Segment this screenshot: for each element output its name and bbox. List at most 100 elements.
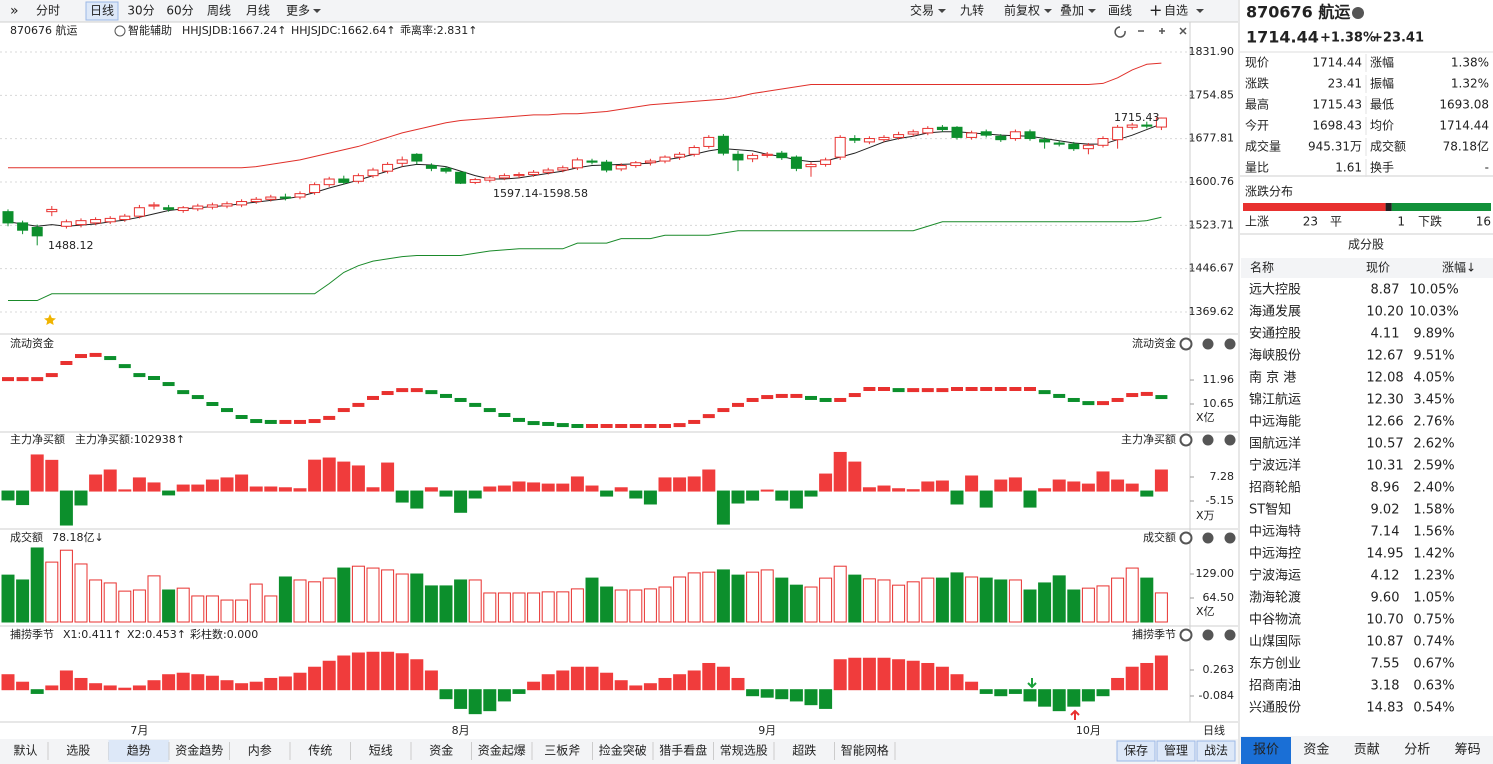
bottom-tab[interactable]: 捡金突破 xyxy=(599,743,647,758)
y-tick-label: 1754.85 xyxy=(1189,88,1235,101)
toolbar-tab[interactable]: 更多 xyxy=(286,4,310,18)
assist-icon[interactable] xyxy=(114,25,126,37)
stock-name[interactable]: 南 京 港 xyxy=(1249,370,1296,386)
stock-name[interactable]: 海峡股份 xyxy=(1249,349,1301,364)
toolbar-button[interactable]: 画线 xyxy=(1108,4,1132,18)
bottom-tab[interactable]: 智能网格 xyxy=(841,743,889,758)
close-icon[interactable] xyxy=(1224,434,1236,446)
close-icon[interactable] xyxy=(1224,338,1236,350)
toolbar-button[interactable]: 自选 xyxy=(1164,4,1188,18)
stock-name[interactable]: 招商南油 xyxy=(1249,678,1301,694)
collapse-icon[interactable]: » xyxy=(10,3,19,19)
toolbar-button[interactable]: 叠加 xyxy=(1060,4,1084,18)
bottom-tab[interactable]: 超跌 xyxy=(792,743,816,758)
bar xyxy=(760,489,774,492)
bar xyxy=(497,592,511,623)
action-button[interactable]: 战法 xyxy=(1204,744,1228,758)
help-icon[interactable] xyxy=(1202,434,1214,446)
toolbar-tab[interactable]: 月线 xyxy=(246,4,270,18)
stock-name[interactable]: 中远海能 xyxy=(1249,415,1301,430)
side-tab[interactable]: 分析 xyxy=(1404,743,1430,758)
stock-name[interactable]: 海通发展 xyxy=(1249,304,1301,320)
stock-name[interactable]: 山煤国际 xyxy=(1249,635,1301,650)
stock-name[interactable]: 锦江航运 xyxy=(1249,392,1301,408)
stock-name[interactable]: 中谷物流 xyxy=(1249,613,1301,628)
side-tab[interactable]: 资金 xyxy=(1303,742,1329,758)
bottom-tab[interactable]: 资金 xyxy=(429,743,453,758)
side-tab[interactable]: 筹码 xyxy=(1455,742,1481,758)
bar xyxy=(351,465,365,492)
bottom-tab[interactable]: 资金起爆 xyxy=(478,743,526,758)
toolbar-button[interactable]: 交易 xyxy=(910,3,934,18)
bar xyxy=(89,474,103,492)
table-header[interactable]: 涨幅↓ xyxy=(1442,260,1476,275)
assist-label[interactable]: 智能辅助 xyxy=(128,23,172,37)
bottom-tab[interactable]: 选股 xyxy=(66,744,90,758)
action-bg[interactable] xyxy=(1156,740,1196,762)
bottom-tab[interactable]: 内参 xyxy=(248,743,272,758)
toolbar-tab[interactable]: 60分 xyxy=(166,4,193,18)
side-tab[interactable]: 报价 xyxy=(1253,743,1279,758)
distribution-count: 1 xyxy=(1397,215,1405,229)
stock-name[interactable]: 国航远洋 xyxy=(1249,436,1301,452)
stock-name[interactable]: 安通控股 xyxy=(1249,327,1301,342)
toolbar-tab[interactable]: 日线 xyxy=(90,4,114,18)
bottom-tab[interactable]: 三板斧 xyxy=(544,744,580,758)
bar xyxy=(541,483,555,492)
action-button[interactable]: 保存 xyxy=(1124,744,1148,758)
stock-name[interactable]: 中远海特 xyxy=(1249,525,1301,540)
help-icon[interactable] xyxy=(1202,338,1214,350)
stock-name[interactable]: 远大控股 xyxy=(1249,283,1301,298)
toolbar-tab[interactable]: 周线 xyxy=(207,4,231,18)
stock-name[interactable]: 东方创业 xyxy=(1249,656,1301,672)
bottom-tab[interactable]: 短线 xyxy=(369,744,393,758)
bar xyxy=(1096,689,1110,697)
bar xyxy=(819,473,833,492)
close-icon[interactable] xyxy=(1224,629,1236,641)
bottom-tab[interactable]: 默认 xyxy=(13,743,37,758)
settings-icon[interactable] xyxy=(1179,337,1193,351)
bottom-tab[interactable]: 资金趋势 xyxy=(175,743,223,758)
settings-icon[interactable] xyxy=(1179,531,1193,545)
stock-price: 12.30 xyxy=(1366,393,1403,408)
stock-name[interactable]: ST智知 xyxy=(1249,502,1291,518)
chart-tool-icon[interactable] xyxy=(1179,27,1187,35)
quote-label: 成交额 xyxy=(1370,139,1406,154)
action-button[interactable]: 管理 xyxy=(1164,743,1188,758)
chart-tool-icon[interactable] xyxy=(1114,26,1126,38)
bottom-tab[interactable]: 趋势 xyxy=(127,744,151,758)
action-bg[interactable] xyxy=(1196,740,1236,762)
plus-icon[interactable]: + xyxy=(1149,1,1162,20)
stock-name[interactable]: 渤海轮渡 xyxy=(1249,590,1301,606)
chart-tool-icon[interactable] xyxy=(1159,28,1165,34)
dropdown-arrow xyxy=(1044,9,1052,13)
bar xyxy=(74,677,88,691)
candle-body xyxy=(484,177,496,181)
quote-value: 78.18亿 xyxy=(1443,139,1489,154)
info-icon[interactable] xyxy=(1352,7,1364,19)
help-icon[interactable] xyxy=(1202,629,1214,641)
toolbar-button[interactable]: 九转 xyxy=(960,3,984,18)
stock-name[interactable]: 兴通股份 xyxy=(1249,701,1301,716)
help-icon[interactable] xyxy=(1202,532,1214,544)
bar xyxy=(366,567,380,623)
side-tab[interactable]: 贡献 xyxy=(1354,743,1380,758)
bar xyxy=(264,595,278,623)
stock-name[interactable]: 中远海控 xyxy=(1249,547,1301,562)
stock-name[interactable]: 招商轮船 xyxy=(1249,481,1301,496)
candle-body xyxy=(1039,139,1051,143)
stock-change: 0.75% xyxy=(1413,613,1454,628)
toolbar-tab[interactable]: 30分 xyxy=(127,4,154,18)
settings-icon[interactable] xyxy=(1179,433,1193,447)
bar xyxy=(760,569,774,623)
close-icon[interactable] xyxy=(1224,532,1236,544)
bottom-tab[interactable]: 传统 xyxy=(308,743,332,758)
stock-name[interactable]: 宁波远洋 xyxy=(1249,458,1301,474)
toolbar-tab[interactable]: 分时 xyxy=(36,4,60,18)
toolbar-button[interactable]: 前复权 xyxy=(1004,3,1040,18)
settings-icon[interactable] xyxy=(1179,628,1193,642)
bottom-tab[interactable]: 猎手看盘 xyxy=(659,743,707,758)
action-bg[interactable] xyxy=(1116,740,1156,762)
bottom-tab[interactable]: 常规选股 xyxy=(720,743,768,758)
stock-name[interactable]: 宁波海运 xyxy=(1249,568,1301,584)
